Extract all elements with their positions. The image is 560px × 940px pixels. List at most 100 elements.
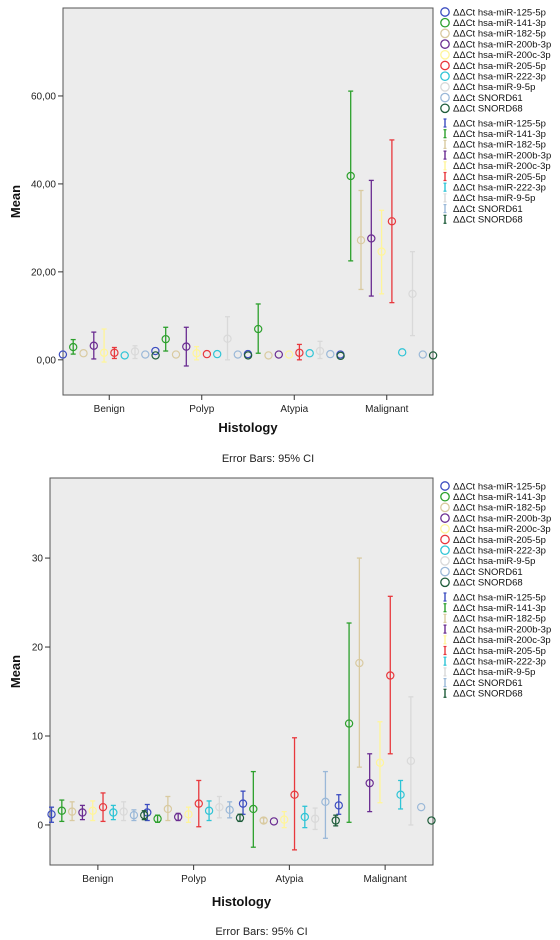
- mean-point: [238, 799, 248, 808]
- legend-label: ΔΔCt SNORD61: [453, 678, 523, 689]
- mean-point: [88, 806, 97, 815]
- legend-marker: [440, 60, 450, 71]
- mean-point: [295, 348, 304, 357]
- legend-label: ΔΔCt SNORD68: [453, 215, 523, 226]
- legend-label: ΔΔCt hsa-miR-205-5p: [453, 646, 546, 657]
- legend-marker: [440, 502, 450, 513]
- x-tick-label: Malignant: [363, 874, 407, 885]
- mean-point: [310, 814, 320, 823]
- y-tick-label: 0: [37, 820, 43, 831]
- x-tick-label: Polyp: [181, 874, 206, 885]
- legend-marker: [440, 556, 450, 566]
- mean-point: [355, 658, 364, 668]
- mean-point: [427, 816, 436, 825]
- legend-label: ΔΔCt hsa-miR-182-5p: [453, 29, 546, 40]
- mean-point: [346, 171, 355, 181]
- legend-marker: [440, 523, 450, 534]
- mean-point: [140, 810, 149, 820]
- mean-point: [284, 350, 294, 359]
- mean-point: [387, 217, 397, 226]
- mean-point: [264, 351, 273, 360]
- y-tick-label: 40,00: [31, 179, 56, 190]
- mean-point: [202, 349, 212, 359]
- y-axis-title: Mean: [8, 655, 23, 688]
- legend-marker: [440, 577, 450, 588]
- legend-label: ΔΔCt hsa-miR-125-5p: [453, 592, 546, 603]
- mean-point: [120, 351, 129, 360]
- x-axis-title: Histology: [218, 420, 278, 435]
- legend-label: ΔΔCt SNORD68: [453, 104, 523, 115]
- y-tick-label: 0,00: [37, 355, 57, 366]
- legend-marker: [440, 481, 450, 491]
- legend-label: ΔΔCt hsa-miR-141-3p: [453, 492, 546, 503]
- mean-point: [305, 349, 314, 358]
- mean-point: [129, 810, 139, 820]
- legend-label: ΔΔCt hsa-miR-182-5p: [453, 503, 546, 514]
- mean-point: [225, 805, 234, 815]
- legend-label: ΔΔCt hsa-miR-9-5p: [453, 556, 535, 567]
- mean-point: [356, 235, 366, 245]
- mean-point: [398, 348, 407, 357]
- mean-point: [47, 810, 56, 819]
- mean-point: [259, 816, 268, 825]
- mean-point: [233, 350, 242, 359]
- legend-label: ΔΔCt hsa-miR-141-3p: [453, 18, 546, 29]
- legend-label: ΔΔCt hsa-miR-222-3p: [453, 72, 546, 83]
- y-tick-label: 20,00: [31, 267, 56, 278]
- mean-point: [182, 342, 191, 351]
- mean-point: [119, 807, 128, 816]
- mean-point: [184, 810, 193, 819]
- x-tick-label: Atypia: [280, 404, 308, 415]
- mean-point: [67, 807, 77, 816]
- legend-label: ΔΔCt hsa-miR-200b-3p: [453, 39, 551, 50]
- legend-marker: [440, 7, 450, 17]
- legend-label: ΔΔCt hsa-miR-9-5p: [453, 82, 535, 93]
- legend-label: ΔΔCt SNORD61: [453, 204, 523, 215]
- y-tick-label: 10: [32, 732, 44, 743]
- legend-label: ΔΔCt hsa-miR-9-5p: [453, 667, 535, 678]
- mean-point: [331, 816, 340, 825]
- mean-point: [254, 324, 263, 334]
- mean-point: [109, 808, 118, 817]
- legend-label: ΔΔCt hsa-miR-205-5p: [453, 535, 546, 546]
- legend-marker: [440, 71, 450, 82]
- legend-label: ΔΔCt hsa-miR-222-3p: [453, 183, 546, 194]
- legend-label: ΔΔCt SNORD68: [453, 578, 523, 589]
- mean-point: [68, 342, 78, 352]
- mean-point: [377, 247, 386, 256]
- x-axis-title: Histology: [212, 894, 272, 909]
- mean-point: [235, 813, 245, 823]
- legend-label: ΔΔCt hsa-miR-200c-3p: [453, 161, 551, 172]
- mean-point: [367, 234, 376, 243]
- mean-point: [365, 778, 374, 788]
- mean-point: [243, 351, 253, 360]
- x-tick-label: Benign: [82, 874, 113, 885]
- legend-label: ΔΔCt hsa-miR-200b-3p: [453, 624, 551, 635]
- legend-label: ΔΔCt hsa-miR-200c-3p: [453, 635, 551, 646]
- mean-point: [89, 341, 99, 350]
- mean-point: [212, 349, 222, 359]
- legend-label: ΔΔCt hsa-miR-141-3p: [453, 129, 546, 140]
- legend-label: ΔΔCt hsa-miR-182-5p: [453, 140, 546, 151]
- mean-point: [98, 802, 108, 812]
- mean-point: [57, 806, 67, 815]
- legend-label: ΔΔCt hsa-miR-200c-3p: [453, 524, 551, 535]
- legend-marker: [440, 92, 450, 103]
- mean-point: [321, 797, 330, 807]
- legend-label: ΔΔCt SNORD61: [453, 567, 523, 578]
- error-bar-note: Error Bars: 95% CI: [215, 926, 307, 938]
- mean-point: [223, 334, 232, 343]
- y-tick-label: 20: [32, 643, 44, 654]
- legend-label: ΔΔCt hsa-miR-9-5p: [453, 193, 535, 204]
- mean-point: [58, 350, 68, 359]
- chart-panel-2: 0 10 20 30 Benign Polyp Atypia Malignant Histolo…: [8, 477, 551, 938]
- mean-point: [326, 349, 335, 359]
- legend-label: ΔΔCt hsa-miR-125-5p: [453, 481, 546, 492]
- mean-point: [300, 812, 310, 822]
- mean-point: [249, 804, 258, 814]
- x-tick-label: Benign: [94, 404, 125, 415]
- legend-label: ΔΔCt hsa-miR-125-5p: [453, 7, 546, 18]
- mean-point: [274, 350, 283, 359]
- mean-point: [336, 351, 345, 361]
- mean-point: [408, 289, 417, 299]
